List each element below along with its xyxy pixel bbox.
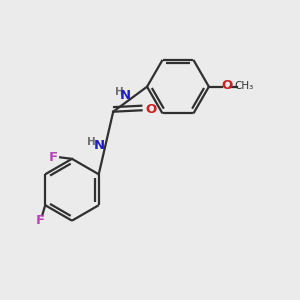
- Text: H: H: [88, 136, 96, 146]
- Text: H: H: [115, 87, 123, 97]
- Text: O: O: [145, 103, 157, 116]
- Text: O: O: [222, 79, 233, 92]
- Text: N: N: [120, 89, 131, 102]
- Text: F: F: [49, 151, 58, 164]
- Text: F: F: [36, 214, 45, 227]
- Text: CH₃: CH₃: [235, 81, 254, 91]
- Text: N: N: [94, 139, 105, 152]
